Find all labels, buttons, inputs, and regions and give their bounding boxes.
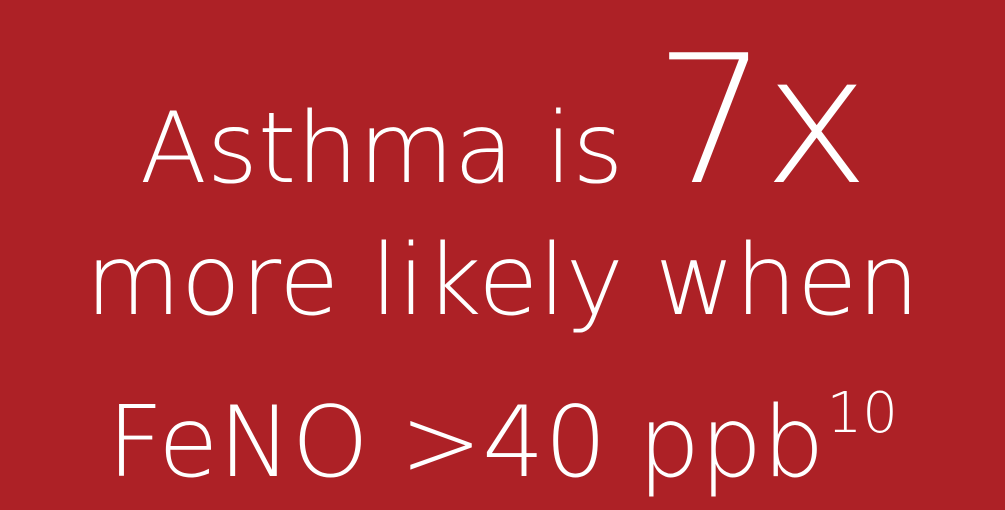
headline-line-3: FeNO >40 ppb10 xyxy=(0,386,1005,493)
headline-line-1: Asthma is 7x xyxy=(0,32,1005,210)
headline-prefix: Asthma is xyxy=(139,92,655,206)
headline-condition: FeNO >40 ppb xyxy=(107,386,825,500)
headline-multiplier: 7x xyxy=(654,17,870,224)
reference-superscript: 10 xyxy=(826,381,898,446)
headline-line-2: more likely when xyxy=(85,224,920,338)
